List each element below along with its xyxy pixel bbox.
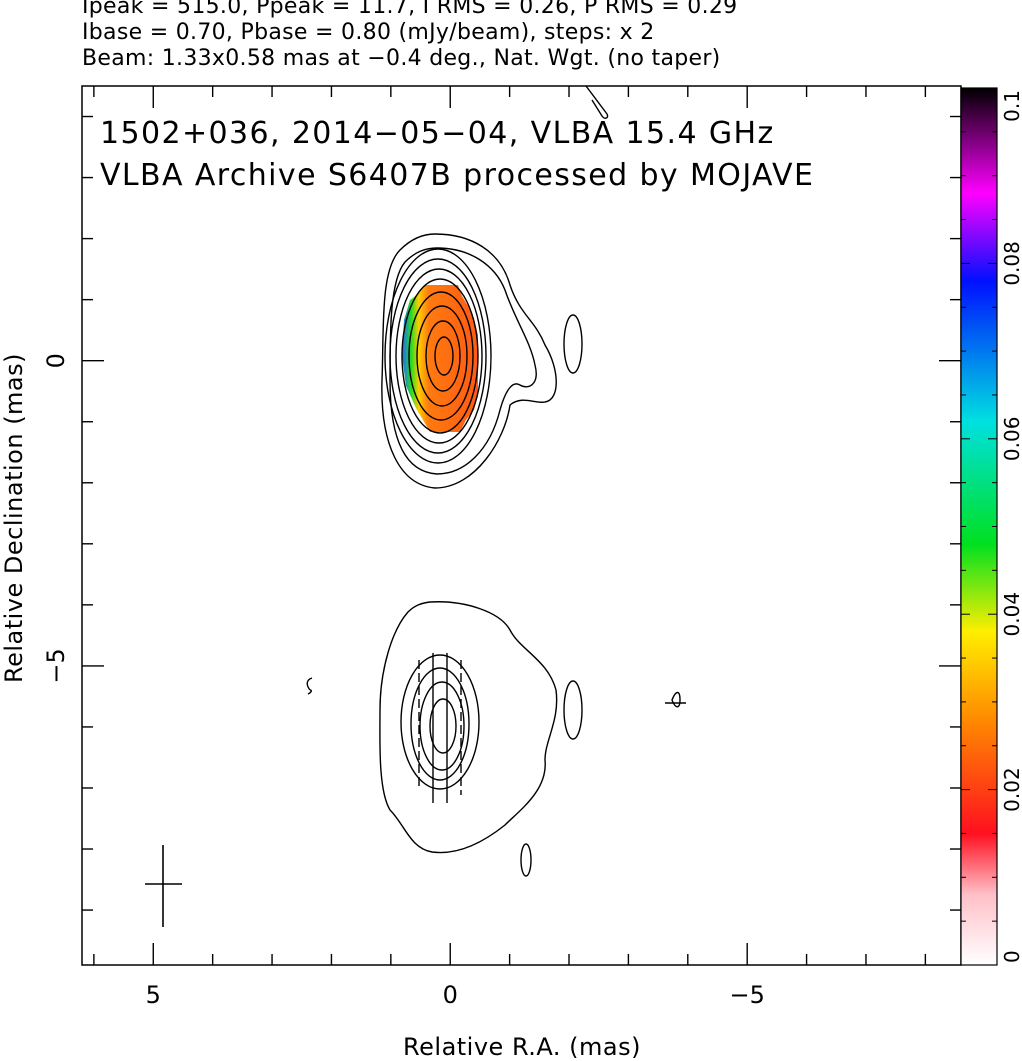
y-ticks <box>82 115 961 911</box>
plot-frame <box>81 85 962 966</box>
colorbar-tick-label: 0.04 <box>1000 592 1022 637</box>
plot-area: 5 0 −5 0 −5 <box>0 85 962 1061</box>
jet-contour-3 <box>410 667 470 781</box>
colorbar-tick-label: 0.02 <box>1000 767 1022 812</box>
colorbar-tick-label: 0.08 <box>1000 241 1022 286</box>
small-contour <box>520 843 532 877</box>
core-contour-6 <box>401 278 479 434</box>
chart-title: 1502+036, 2014−05−04, VLBA 15.4 GHz <box>100 116 775 151</box>
colorbar-tick-label: 0.1 <box>1000 90 1022 122</box>
colorbar-gradient <box>961 88 997 965</box>
core-contour-5 <box>395 268 483 444</box>
core-contour-8 <box>416 305 468 407</box>
x-axis-label: Relative R.A. (mas) <box>403 1033 641 1061</box>
x-tick-label: 5 <box>146 981 161 1009</box>
small-contour <box>671 691 681 708</box>
chart-subtitle: VLBA Archive S6407B processed by MOJAVE <box>100 158 814 193</box>
colorbar-tick-label: 0 <box>1000 950 1022 963</box>
colorbar-tick-label: 0.06 <box>1000 417 1022 462</box>
jet-contour-4 <box>419 681 465 771</box>
core-contour-outer <box>381 233 557 489</box>
small-contours <box>306 86 686 877</box>
jet-contours <box>379 601 558 854</box>
core-contours <box>381 233 557 489</box>
fractional-polarization-patch <box>402 285 478 432</box>
core-contour-9 <box>425 320 461 392</box>
y-tick-label: −5 <box>42 648 70 683</box>
colorbar-tick-labels: 0 0.02 0.04 0.06 0.08 0.1 <box>1000 90 1022 963</box>
core-contour-4 <box>389 258 487 454</box>
header-line-1: Ipeak = 515.0, Ppeak = 11.7, I RMS = 0.2… <box>82 0 738 19</box>
header-line-3: Beam: 1.33x0.58 mas at −0.4 deg., Nat. W… <box>82 46 721 71</box>
header-line-2: Ibase = 0.70, Pbase = 0.80 (mJy/beam), s… <box>82 20 655 45</box>
map-content <box>145 86 686 927</box>
x-tick-label: −5 <box>729 981 764 1009</box>
small-contour <box>563 680 583 740</box>
colorbar-ticks <box>961 87 997 966</box>
x-tick-labels: 5 0 −5 <box>146 981 765 1009</box>
x-tick-label: 0 <box>443 981 458 1009</box>
jet-contour-2 <box>400 654 480 790</box>
edge-contour <box>585 86 609 119</box>
jet-contour-outer <box>379 601 558 854</box>
jet-contour-5 <box>429 698 457 754</box>
small-contour <box>306 677 313 695</box>
y-tick-label: 0 <box>42 353 70 368</box>
small-contour <box>563 314 583 374</box>
colorbar: 0 0.02 0.04 0.06 0.08 0.1 <box>960 87 1022 966</box>
core-contour-3 <box>384 248 492 464</box>
x-ticks <box>93 86 927 965</box>
y-axis-label: Relative Declination (mas) <box>0 353 28 683</box>
core-contour-7 <box>408 291 474 421</box>
beam-cross <box>145 845 182 927</box>
y-tick-labels: 0 −5 <box>42 353 70 684</box>
core-contour-10 <box>434 336 454 376</box>
